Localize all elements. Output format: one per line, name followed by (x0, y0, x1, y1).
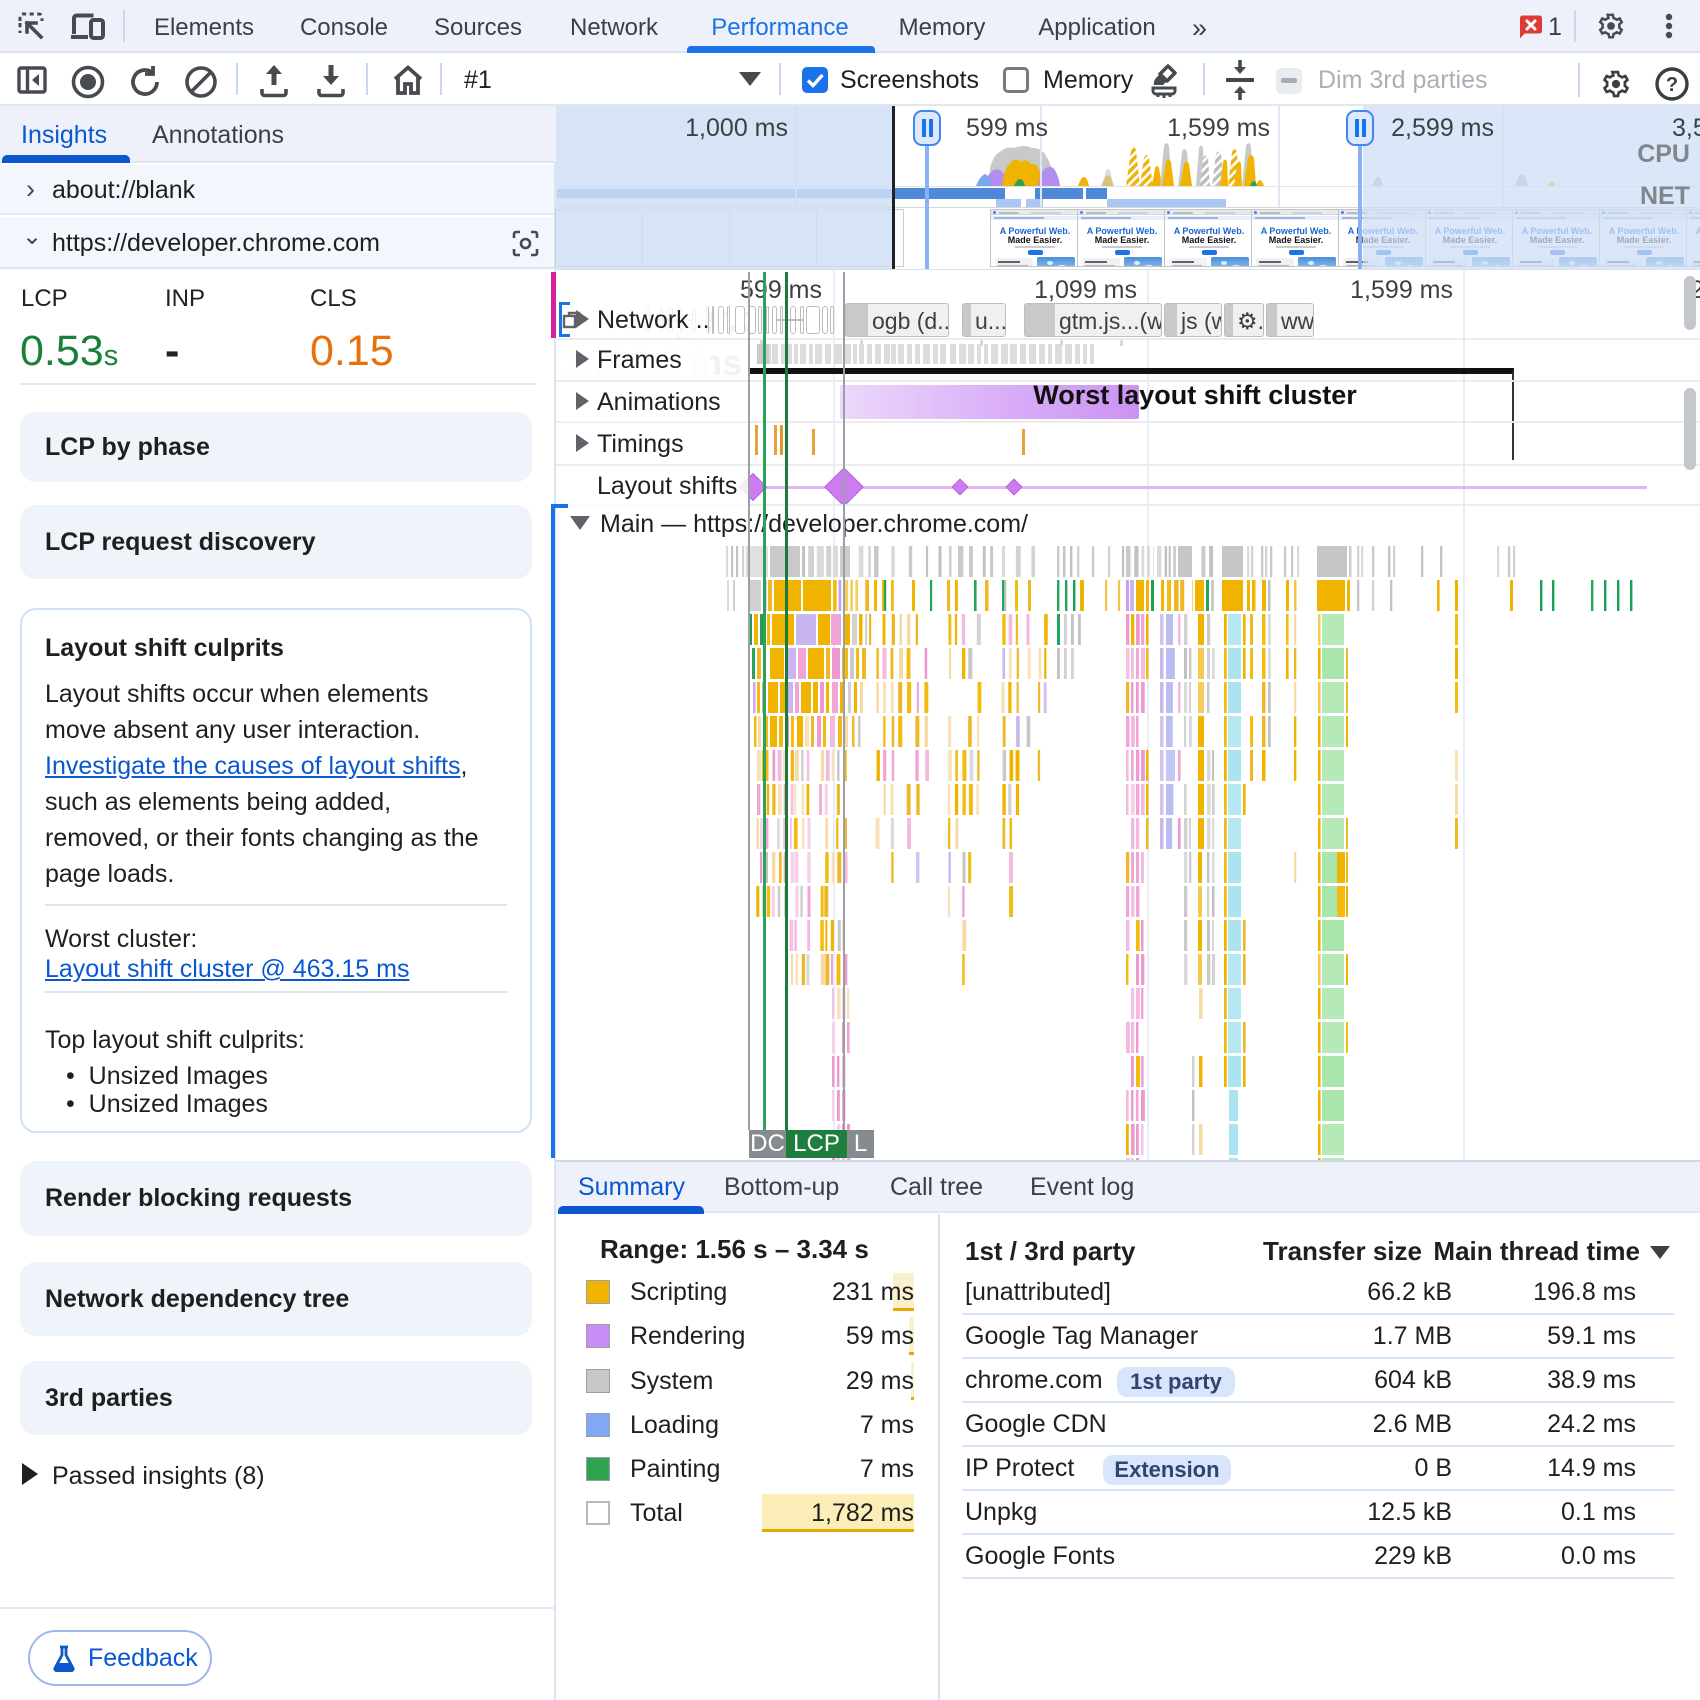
svg-text:?: ? (1666, 74, 1678, 96)
